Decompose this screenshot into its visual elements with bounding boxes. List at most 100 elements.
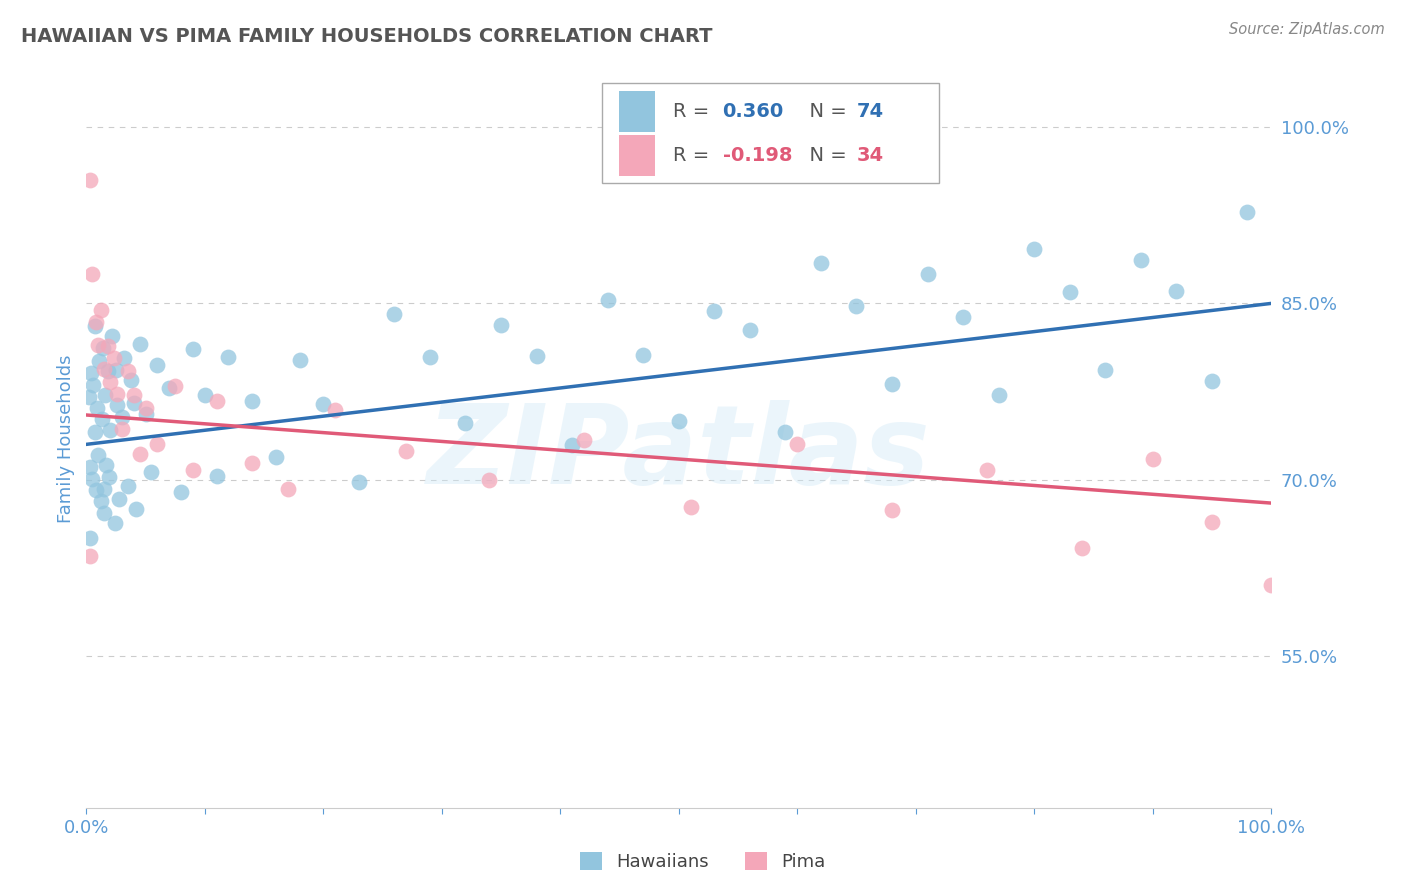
Point [880, 503, 903, 517]
Point [101, 328, 124, 343]
FancyBboxPatch shape [620, 91, 655, 132]
Point [703, 304, 725, 318]
Text: HAWAIIAN VS PIMA FAMILY HOUSEHOLDS CORRELATION CHART: HAWAIIAN VS PIMA FAMILY HOUSEHOLDS CORRE… [21, 27, 713, 45]
Point [97, 364, 120, 378]
Point [1201, 515, 1223, 529]
Point [205, 468, 228, 483]
Point [77, 390, 100, 404]
Point [217, 350, 239, 364]
Point [347, 475, 370, 490]
Point [80, 367, 103, 381]
Text: -0.198: -0.198 [723, 145, 792, 165]
Point [987, 387, 1010, 401]
Point [572, 434, 595, 448]
FancyBboxPatch shape [602, 83, 939, 183]
Point [240, 394, 263, 409]
Point [89, 353, 111, 368]
Point [104, 363, 127, 377]
Point [478, 473, 501, 487]
Point [96, 458, 118, 473]
Point [1129, 253, 1152, 268]
Point [1024, 243, 1046, 257]
Point [1260, 578, 1282, 592]
Point [103, 351, 125, 366]
Point [90, 412, 112, 426]
Point [117, 479, 139, 493]
Point [87, 448, 110, 462]
Point [93, 362, 115, 376]
Point [84, 483, 107, 498]
Text: ZIPatlas: ZIPatlas [427, 400, 931, 507]
Point [561, 438, 583, 452]
Point [786, 437, 808, 451]
Point [104, 516, 127, 531]
Point [128, 337, 150, 351]
Point [845, 299, 868, 313]
Point [205, 394, 228, 409]
Point [194, 388, 217, 402]
Point [1059, 285, 1081, 300]
Point [86, 401, 108, 415]
Text: N =: N = [797, 102, 853, 120]
Point [146, 359, 169, 373]
Point [323, 403, 346, 417]
Point [976, 463, 998, 477]
Point [526, 349, 548, 363]
Point [111, 422, 134, 436]
Point [1201, 374, 1223, 388]
Point [382, 307, 405, 321]
Point [1142, 452, 1164, 467]
Point [312, 397, 335, 411]
Point [125, 502, 148, 516]
Point [97, 339, 120, 353]
Point [135, 407, 157, 421]
Point [810, 256, 832, 270]
Point [128, 447, 150, 461]
Point [91, 342, 114, 356]
Point [157, 380, 180, 394]
Point [122, 396, 145, 410]
Point [454, 416, 477, 430]
Point [395, 443, 418, 458]
Point [668, 414, 690, 428]
Point [165, 379, 187, 393]
Text: 74: 74 [856, 102, 883, 120]
Point [1070, 541, 1092, 555]
Point [83, 425, 105, 439]
Point [489, 318, 512, 332]
Point [98, 375, 121, 389]
Point [141, 465, 163, 479]
Text: 34: 34 [856, 145, 883, 165]
FancyBboxPatch shape [620, 135, 655, 176]
Point [631, 348, 654, 362]
Point [120, 373, 142, 387]
Point [108, 492, 131, 507]
Point [79, 173, 101, 187]
Point [122, 388, 145, 402]
Point [917, 267, 939, 281]
Point [89, 303, 111, 318]
Point [79, 549, 101, 564]
Point [98, 423, 121, 437]
Point [1236, 205, 1258, 219]
Point [135, 401, 157, 415]
Point [181, 343, 204, 357]
Point [82, 268, 104, 282]
Point [83, 318, 105, 333]
Point [112, 351, 135, 365]
Point [87, 338, 110, 352]
Point [1094, 363, 1116, 377]
Point [94, 388, 117, 402]
Text: 0.360: 0.360 [723, 102, 783, 120]
Point [181, 463, 204, 477]
Legend: Hawaiians, Pima: Hawaiians, Pima [574, 845, 832, 879]
Point [146, 436, 169, 450]
Point [952, 310, 974, 324]
Point [117, 364, 139, 378]
Point [775, 425, 797, 439]
Point [97, 470, 120, 484]
Point [82, 472, 104, 486]
Point [105, 386, 128, 401]
Text: N =: N = [797, 145, 853, 165]
Point [288, 353, 311, 368]
